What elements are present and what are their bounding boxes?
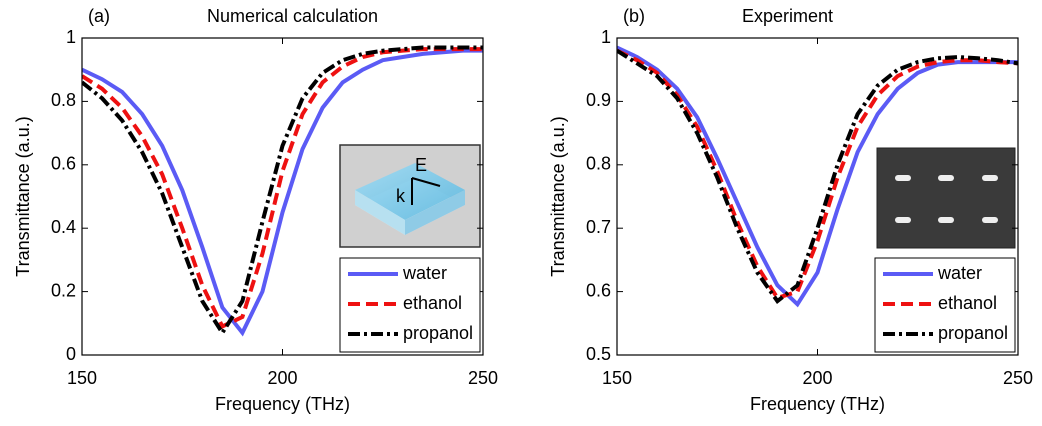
panel-label: (a): [88, 6, 110, 26]
inset-label: E: [415, 155, 427, 175]
legend-label: ethanol: [938, 293, 997, 313]
inset-b: [876, 147, 1016, 249]
x-tick-label: 250: [468, 368, 498, 388]
y-tick-label: 0: [66, 344, 76, 364]
y-tick-label: 0.4: [51, 217, 76, 237]
legend-label: ethanol: [403, 293, 462, 313]
chart-title: Numerical calculation: [207, 6, 378, 26]
y-tick-label: 0.7: [586, 217, 611, 237]
series-line: [82, 48, 483, 337]
inset-spot: [982, 217, 998, 223]
legend-label: propanol: [403, 323, 473, 343]
legend-label: water: [402, 263, 447, 283]
legend-label: water: [937, 263, 982, 283]
side: [355, 190, 405, 235]
inset-spot: [938, 175, 954, 181]
y-tick-label: 0.8: [586, 154, 611, 174]
inset-spot: [982, 175, 998, 181]
axes-frame: [616, 37, 1019, 356]
x-axis-label: Frequency (THz): [750, 394, 885, 414]
y-tick-label: 0.5: [586, 344, 611, 364]
y-tick-label: 1: [66, 27, 76, 47]
axes-frame: [81, 37, 484, 356]
series-line: [617, 48, 1018, 304]
x-tick-label: 150: [602, 368, 632, 388]
inset-label: k: [396, 186, 406, 206]
liquid: [355, 163, 465, 220]
series-line: [82, 45, 483, 337]
x-tick-label: 200: [267, 368, 297, 388]
series-line: [617, 48, 1018, 301]
side: [405, 190, 465, 235]
y-axis-label: Transmittance (a.u.): [548, 116, 568, 276]
x-axis-label: Frequency (THz): [215, 394, 350, 414]
series-line: [617, 45, 1018, 308]
arrow: [411, 177, 441, 187]
y-tick-label: 0.2: [51, 280, 76, 300]
y-tick-label: 0.8: [51, 90, 76, 110]
legend-label: propanol: [938, 323, 1008, 343]
chart-title: Experiment: [742, 6, 833, 26]
y-tick-label: 0.6: [51, 154, 76, 174]
panel-label: (b): [623, 6, 645, 26]
x-tick-label: 250: [1003, 368, 1033, 388]
y-tick-label: 0.6: [586, 280, 611, 300]
x-tick-label: 200: [802, 368, 832, 388]
inset-spot: [895, 175, 911, 181]
y-axis-label: Transmittance (a.u.): [13, 116, 33, 276]
inset-spot: [938, 217, 954, 223]
y-tick-label: 0.9: [586, 90, 611, 110]
x-tick-label: 150: [67, 368, 97, 388]
y-tick-label: 1: [601, 27, 611, 47]
inset-spot: [895, 217, 911, 223]
